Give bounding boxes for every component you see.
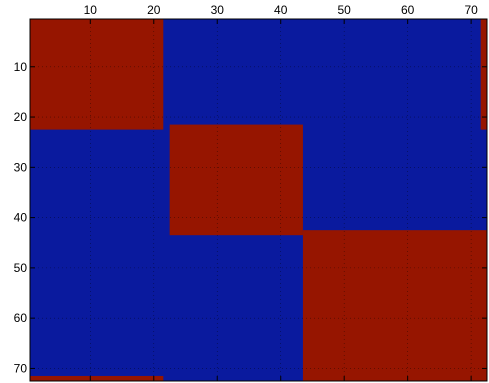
- x-tick-label: 60: [401, 3, 415, 17]
- y-tick-label: 40: [14, 211, 28, 225]
- y-tick-label: 70: [14, 361, 28, 375]
- heatmap-block-5: [480, 19, 487, 130]
- y-tick-label: 20: [14, 110, 28, 124]
- heatmap-cells: [30, 19, 487, 381]
- heatmap-block-1: [30, 19, 164, 130]
- x-tick-label: 30: [211, 3, 225, 17]
- y-tick-label: 50: [14, 261, 28, 275]
- y-tick-label: 30: [14, 160, 28, 174]
- grid-lines: [30, 19, 487, 381]
- axis-ticks: [30, 19, 487, 381]
- x-tick-label: 10: [84, 3, 98, 17]
- heatmap-block-4: [30, 375, 164, 381]
- x-tick-label: 70: [464, 3, 478, 17]
- tick-labels: 10 20 30 40 50 60 70 10 20 30 40 50 60 70: [14, 3, 478, 375]
- heatmap-block-3: [302, 230, 487, 381]
- x-tick-label: 40: [274, 3, 288, 17]
- y-tick-label: 10: [14, 60, 28, 74]
- plot-frame: [29, 18, 488, 382]
- heatmap-block-2: [169, 124, 303, 236]
- x-tick-label: 50: [338, 3, 352, 17]
- y-tick-label: 60: [14, 311, 28, 325]
- x-tick-label: 20: [147, 3, 161, 17]
